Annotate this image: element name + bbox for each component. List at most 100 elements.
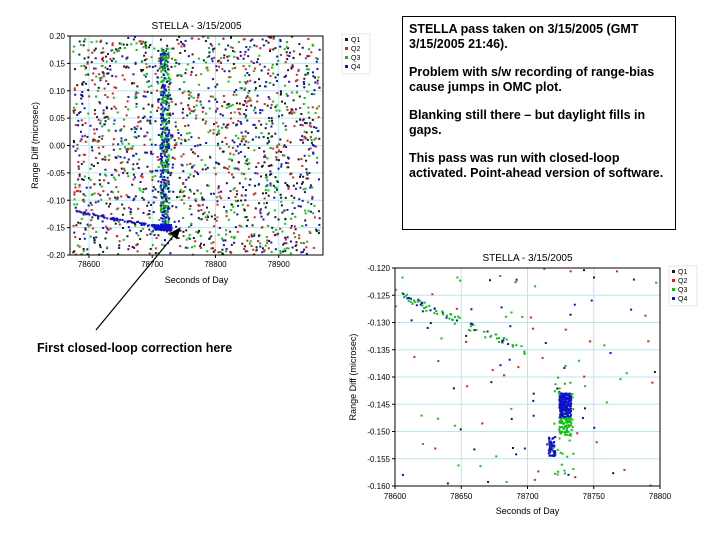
data-point [210, 242, 213, 245]
data-point [196, 99, 199, 102]
data-point [570, 429, 573, 432]
data-point [86, 223, 89, 226]
data-point [208, 231, 211, 234]
data-point [216, 203, 219, 206]
data-point [192, 151, 195, 154]
data-point [294, 215, 297, 218]
data-point [558, 405, 561, 408]
data-point [560, 463, 563, 466]
data-point [107, 83, 110, 86]
y-tick-label: -0.05 [47, 169, 66, 178]
data-point [197, 83, 200, 86]
data-point [568, 399, 571, 402]
data-point [172, 190, 175, 193]
data-point [229, 117, 232, 120]
data-point [565, 401, 568, 404]
data-point [291, 212, 294, 215]
data-point [130, 43, 133, 46]
data-point [559, 419, 562, 422]
data-point [160, 189, 163, 192]
data-point [81, 253, 84, 256]
data-point [193, 245, 196, 248]
data-point [653, 370, 656, 373]
data-point [255, 135, 258, 138]
data-point [571, 426, 574, 429]
data-point [132, 221, 135, 224]
data-point [224, 136, 227, 139]
data-point [305, 246, 308, 249]
data-point [194, 240, 197, 243]
data-point [183, 44, 186, 47]
data-point [458, 316, 461, 319]
data-point [529, 316, 532, 319]
data-point [258, 63, 261, 66]
data-point [651, 381, 654, 384]
data-point [101, 64, 104, 67]
data-point [279, 227, 282, 230]
data-point [151, 103, 154, 106]
data-point [561, 411, 564, 414]
data-point [270, 251, 273, 254]
data-point [202, 198, 205, 201]
data-point [135, 42, 138, 45]
data-point [140, 70, 143, 73]
data-point [160, 94, 163, 97]
data-point [413, 355, 416, 358]
data-point [162, 191, 165, 194]
data-point [123, 169, 126, 172]
data-point [294, 108, 297, 111]
data-point [311, 106, 314, 109]
data-point [226, 167, 229, 170]
data-point [502, 374, 505, 377]
data-point [161, 84, 164, 87]
data-point [220, 190, 223, 193]
data-point [234, 195, 237, 198]
data-point [170, 100, 173, 103]
data-point [167, 190, 170, 193]
data-point [619, 378, 622, 381]
data-point [166, 95, 169, 98]
data-point [87, 225, 90, 228]
data-point [93, 192, 96, 195]
data-point [135, 136, 138, 139]
data-point [300, 251, 303, 254]
data-point [559, 402, 562, 405]
data-point [270, 173, 273, 176]
data-point [254, 88, 257, 91]
data-point [74, 109, 77, 112]
data-point [440, 337, 443, 340]
data-point [239, 120, 242, 123]
data-point [209, 156, 212, 159]
data-point [164, 138, 167, 141]
data-point [147, 85, 150, 88]
data-point [211, 48, 214, 51]
data-point [141, 196, 144, 199]
data-point [146, 119, 149, 122]
data-point [301, 135, 304, 138]
data-point [110, 190, 113, 193]
data-point [104, 55, 107, 58]
data-point [567, 424, 570, 427]
data-point [307, 209, 310, 212]
data-point [421, 301, 424, 304]
data-point [90, 193, 93, 196]
data-point [201, 198, 204, 201]
data-point [233, 187, 236, 190]
data-point [73, 250, 76, 253]
data-point [181, 164, 184, 167]
data-point [142, 69, 145, 72]
data-point [241, 203, 244, 206]
data-point [564, 412, 567, 415]
data-point [264, 185, 267, 188]
data-point [305, 177, 308, 180]
data-point [162, 145, 165, 148]
data-point [279, 40, 282, 43]
data-point [151, 153, 154, 156]
data-point [562, 422, 565, 425]
data-point [261, 251, 264, 254]
data-point [161, 164, 164, 167]
data-point [237, 57, 240, 60]
data-point [264, 189, 267, 192]
data-point [284, 182, 287, 185]
data-point [77, 221, 80, 224]
